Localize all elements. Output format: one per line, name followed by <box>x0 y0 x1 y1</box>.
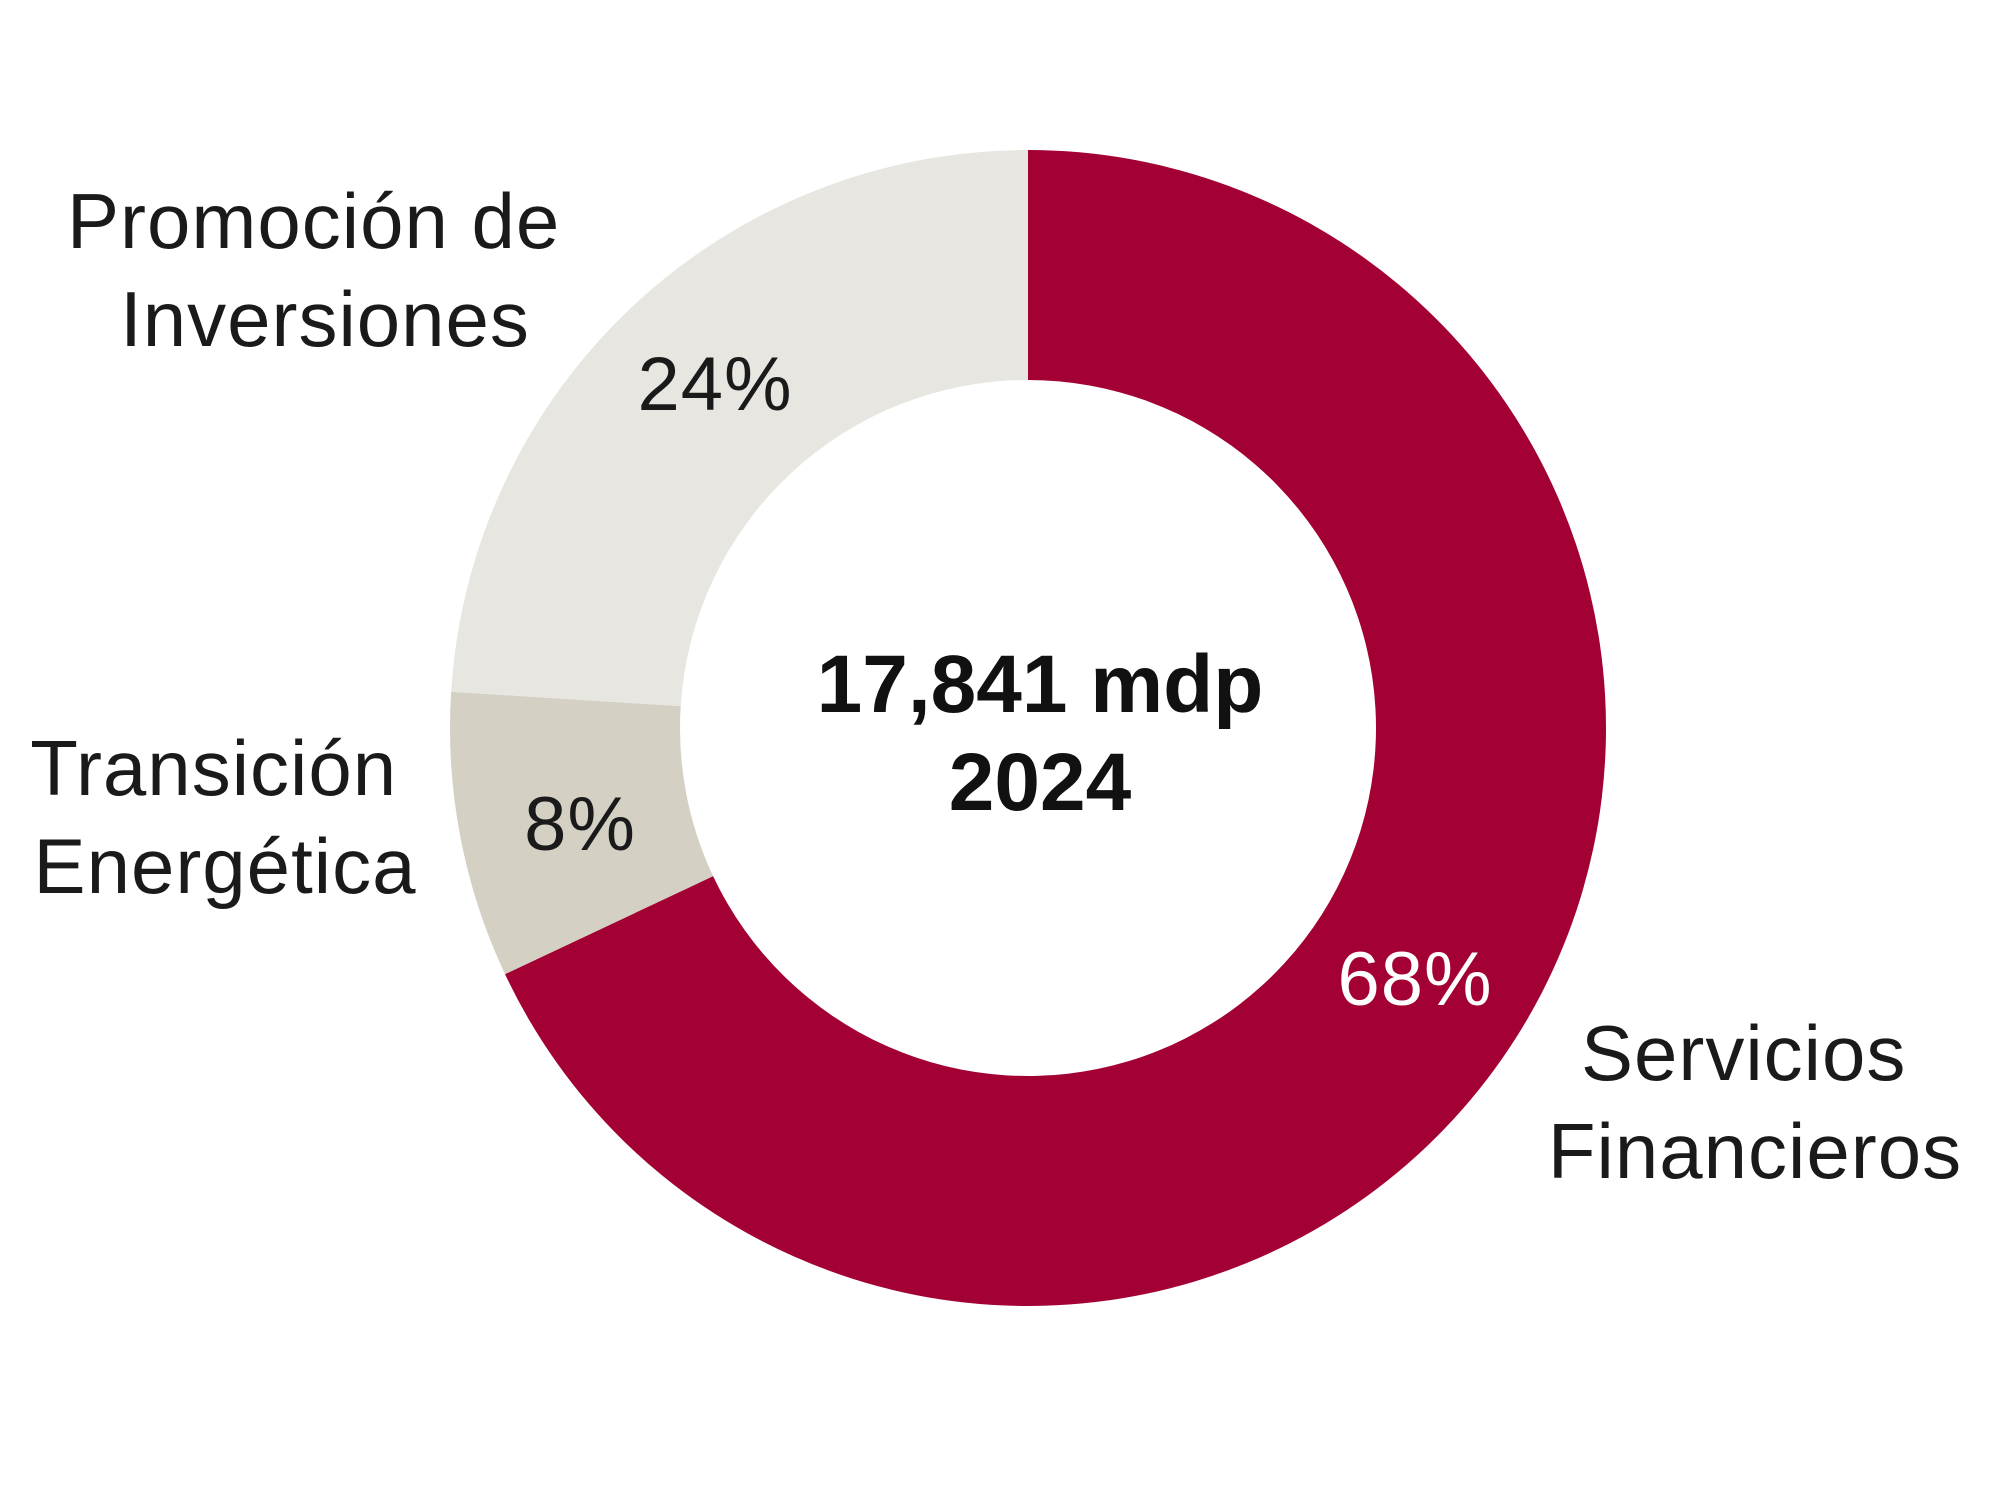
slice-percent-transicion-energetica: 8% <box>524 782 636 867</box>
slice-label-line: Inversiones <box>120 275 530 363</box>
slice-label-promocion-de-inversiones: Promoción de Inversiones <box>67 177 583 363</box>
slice-label-line: Transición <box>30 724 397 812</box>
slice-label-line: Energética <box>34 822 417 910</box>
slice-label-line: Promoción de <box>67 177 560 265</box>
center-year: 2024 <box>949 737 1132 828</box>
slice-label-transicion-energetica: Transición Energética <box>30 724 420 910</box>
slice-label-line: Financieros <box>1548 1107 1962 1195</box>
slice-label-servicios-financieros: Servicios Financieros <box>1548 1009 1962 1195</box>
donut-slice-0 <box>505 150 1606 1306</box>
donut-slice-2 <box>451 150 1028 707</box>
slice-label-line: Servicios <box>1581 1009 1906 1097</box>
slices-layer <box>450 150 1606 1306</box>
center-total: 17,841 mdp <box>817 639 1264 730</box>
slice-percent-servicios-financieros: 68% <box>1337 937 1492 1022</box>
donut-slice-1 <box>450 691 714 975</box>
slice-percent-promocion-de-inversiones: 24% <box>637 342 792 427</box>
